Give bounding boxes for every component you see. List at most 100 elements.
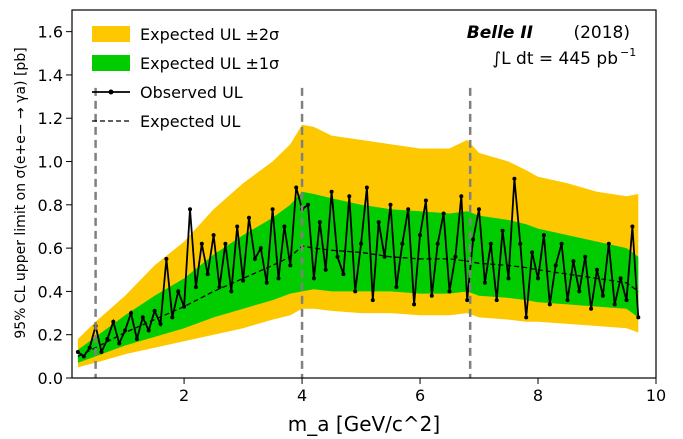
observed-point: [465, 298, 470, 303]
observed-point: [589, 306, 594, 311]
y-tick-label: 0.0: [38, 369, 63, 388]
observed-point: [482, 280, 487, 285]
observed-point: [182, 304, 187, 309]
x-axis-ticks: 2 4 6 8 10: [179, 378, 666, 405]
observed-point: [258, 246, 263, 251]
observed-point: [211, 233, 216, 238]
observed-point: [583, 254, 588, 259]
expected-ul-line: [77, 245, 639, 357]
observed-point: [347, 194, 352, 199]
legend-label-band2: Expected UL ±2σ: [140, 25, 279, 44]
observed-point: [494, 298, 499, 303]
observed-point: [606, 241, 611, 246]
observed-point: [364, 185, 369, 190]
observed-point: [565, 298, 570, 303]
observed-point: [170, 315, 175, 320]
observed-point: [235, 224, 240, 229]
experiment-name: Belle II: [467, 23, 533, 43]
observed-point: [193, 285, 198, 290]
y-tick-label: 0.8: [38, 196, 63, 215]
luminosity-label: ∫L dt = 445 pb: [492, 49, 618, 69]
observed-point: [459, 194, 464, 199]
observed-point: [111, 319, 116, 324]
x-tick-label: 2: [179, 386, 189, 405]
observed-point: [488, 241, 493, 246]
observed-point: [547, 302, 552, 307]
observed-point: [553, 263, 558, 268]
observed-point: [595, 267, 599, 272]
y-tick-label: 1.0: [38, 153, 63, 172]
observed-point: [288, 263, 293, 268]
observed-point: [217, 285, 222, 290]
observed-point: [624, 298, 629, 303]
observed-point: [306, 202, 310, 207]
observed-point: [524, 315, 529, 320]
observed-point: [105, 337, 110, 341]
observed-point: [129, 311, 133, 316]
observed-point: [400, 241, 405, 246]
observed-point: [559, 241, 564, 246]
observed-point: [99, 350, 104, 354]
observed-point: [376, 220, 381, 225]
observed-point: [229, 289, 234, 294]
observed-point: [618, 276, 623, 281]
observed-point: [370, 298, 375, 303]
experiment-year: (2018): [573, 23, 630, 43]
observed-point: [636, 315, 641, 320]
observed-point: [335, 254, 340, 259]
observed-point: [441, 211, 446, 216]
observed-ul-line: [77, 178, 640, 358]
expected-1sigma-band: [77, 191, 639, 363]
observed-point: [506, 276, 511, 281]
observed-point: [536, 276, 540, 281]
observed-point: [81, 354, 86, 359]
observed-point: [282, 224, 287, 229]
legend-label-observed: Observed UL: [140, 83, 243, 102]
observed-point: [276, 276, 281, 281]
observed-point: [518, 241, 523, 246]
x-tick-label: 8: [533, 386, 543, 405]
observed-point: [140, 315, 145, 320]
observed-point: [123, 328, 128, 333]
observed-ul-points: [75, 176, 641, 359]
legend: Expected UL ±2σ Expected UL ±1σ Observed…: [92, 25, 279, 131]
observed-point: [252, 256, 257, 261]
reference-vertical-lines: [94, 87, 472, 378]
plot-frame: [71, 9, 657, 379]
observed-point: [382, 254, 387, 259]
observed-point: [412, 302, 417, 307]
y-tick-label: 1.2: [38, 109, 63, 128]
x-tick-label: 10: [646, 386, 666, 405]
observed-point: [530, 250, 535, 255]
y-axis-ticks: 0.0 0.2 0.4 0.6 0.8 1.0 1.2 1.4 1.6: [38, 23, 72, 388]
legend-swatch-band2: [92, 26, 130, 42]
legend-swatch-band1: [92, 55, 130, 71]
plot-area: [75, 87, 641, 378]
observed-point: [394, 285, 399, 290]
x-tick-label: 4: [297, 386, 307, 405]
y-tick-label: 1.4: [38, 66, 63, 85]
experiment-annotation: Belle II (2018) ∫L dt = 445 pb −1: [467, 23, 636, 69]
observed-point: [329, 189, 334, 194]
observed-point: [264, 280, 269, 285]
observed-point: [453, 254, 458, 259]
observed-point: [294, 185, 299, 190]
observed-point: [176, 289, 181, 294]
observed-point: [359, 241, 364, 246]
observed-point: [241, 278, 246, 283]
observed-point: [500, 228, 505, 233]
observed-point: [353, 289, 358, 294]
observed-point: [164, 256, 169, 261]
observed-point: [311, 276, 316, 281]
observed-point: [435, 241, 440, 246]
observed-point: [152, 308, 157, 313]
observed-point: [341, 272, 346, 277]
legend-label-band1: Expected UL ±1σ: [140, 54, 279, 73]
observed-point: [199, 241, 204, 246]
observed-point: [630, 224, 635, 229]
observed-point: [270, 207, 275, 212]
y-tick-label: 0.6: [38, 239, 63, 258]
observed-point: [600, 293, 605, 298]
observed-point: [317, 220, 322, 225]
